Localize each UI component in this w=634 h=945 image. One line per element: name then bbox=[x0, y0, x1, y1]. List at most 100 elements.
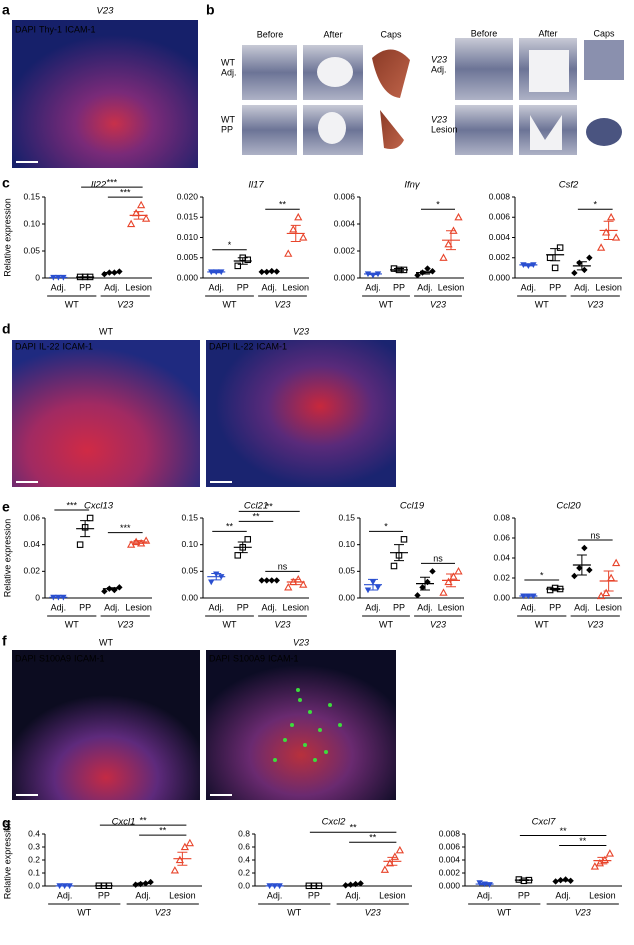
group-label: V23 bbox=[365, 907, 381, 917]
stain-label: S100A9 bbox=[233, 653, 265, 663]
x-tick-label: PP bbox=[393, 602, 405, 612]
data-point bbox=[546, 254, 554, 262]
data-point bbox=[606, 573, 616, 582]
significance-label: ** bbox=[369, 833, 377, 843]
data-point bbox=[364, 587, 372, 594]
data-point bbox=[357, 880, 364, 887]
y-tick-label: 0.002 bbox=[334, 245, 356, 255]
significance-label: ** bbox=[266, 502, 274, 512]
x-tick-label: Adj. bbox=[555, 890, 571, 900]
data-point bbox=[390, 562, 398, 570]
x-tick-label: PP bbox=[518, 890, 530, 900]
chart-title: Cxcl2 bbox=[322, 817, 346, 828]
data-point bbox=[61, 883, 68, 890]
data-point bbox=[284, 249, 293, 257]
data-point bbox=[284, 583, 293, 591]
error-bar bbox=[603, 220, 614, 241]
significance-label: * bbox=[228, 240, 232, 250]
x-tick-label: PP bbox=[393, 282, 405, 292]
y-tick-label: 0.000 bbox=[177, 272, 199, 282]
data-point bbox=[268, 267, 275, 275]
histology-images bbox=[242, 38, 624, 155]
data-point bbox=[111, 269, 118, 276]
row-label: WT bbox=[221, 57, 235, 67]
y-tick-label: 0.08 bbox=[493, 512, 510, 522]
data-point bbox=[276, 883, 283, 890]
data-point bbox=[449, 226, 458, 234]
image-title: V23 bbox=[97, 6, 115, 17]
y-tick-label: 0.010 bbox=[177, 232, 199, 242]
data-point bbox=[576, 564, 583, 572]
data-point bbox=[596, 243, 606, 251]
group-label: V23 bbox=[117, 619, 133, 629]
data-point bbox=[299, 580, 308, 588]
y-tick-label: 0.004 bbox=[334, 218, 356, 228]
data-point bbox=[444, 577, 453, 586]
data-point bbox=[369, 272, 377, 279]
x-tick-label: Lesion bbox=[589, 890, 616, 900]
y-tick-label: 0.000 bbox=[489, 272, 511, 282]
data-point bbox=[525, 593, 532, 600]
x-tick-label: Adj. bbox=[261, 602, 277, 612]
data-point bbox=[601, 228, 611, 236]
data-point bbox=[136, 200, 146, 209]
data-point bbox=[530, 262, 537, 269]
data-point bbox=[213, 571, 220, 578]
x-tick-label: Adj. bbox=[574, 602, 590, 612]
y-tick-label: 0.04 bbox=[23, 539, 40, 549]
data-point bbox=[218, 269, 225, 276]
y-tick-label: 0 bbox=[35, 272, 40, 282]
group-label: WT bbox=[65, 619, 79, 629]
data-point bbox=[105, 882, 113, 890]
x-tick-label: Lesion bbox=[595, 282, 622, 292]
y-axis-label: Relative expression bbox=[2, 519, 12, 598]
stain-label: ICAM-1 bbox=[74, 653, 105, 663]
data-point bbox=[273, 577, 280, 584]
stain-label: DAPI bbox=[209, 341, 230, 351]
data-point bbox=[429, 268, 436, 275]
data-point bbox=[520, 262, 527, 269]
row-label: WT bbox=[221, 114, 235, 124]
data-point bbox=[263, 577, 270, 584]
data-point bbox=[86, 273, 94, 281]
y-tick-label: 0.02 bbox=[493, 572, 510, 582]
data-point bbox=[454, 567, 463, 575]
y-tick-label: 0.4 bbox=[238, 854, 250, 864]
chart-title: Ccl20 bbox=[556, 501, 581, 512]
x-tick-label: Lesion bbox=[438, 282, 465, 292]
y-tick-label: 0.006 bbox=[439, 841, 461, 851]
group-label: WT bbox=[379, 299, 393, 309]
x-tick-label: Adj. bbox=[521, 282, 537, 292]
chart-title: Il22 bbox=[91, 180, 107, 191]
x-tick-label: Adj. bbox=[51, 282, 67, 292]
data-point bbox=[586, 254, 593, 261]
significance-label: ** bbox=[560, 826, 568, 836]
data-point bbox=[294, 212, 303, 221]
significance-label: * bbox=[384, 522, 388, 532]
stain-label: ICAM-1 bbox=[257, 341, 288, 351]
significance-label: ** bbox=[350, 823, 358, 833]
panel-letter: d bbox=[2, 321, 11, 337]
group-label: WT bbox=[77, 907, 91, 917]
data-point bbox=[395, 552, 403, 559]
data-point bbox=[556, 585, 564, 593]
data-point bbox=[486, 882, 493, 888]
data-point bbox=[208, 579, 215, 586]
data-point bbox=[86, 514, 94, 522]
stain-label: DAPI bbox=[209, 653, 230, 663]
data-point bbox=[137, 880, 144, 888]
x-tick-label: Lesion bbox=[125, 282, 152, 292]
data-point bbox=[439, 588, 448, 596]
stain-label: ICAM-1 bbox=[63, 341, 94, 351]
data-point bbox=[258, 268, 265, 276]
significance-label: ** bbox=[279, 200, 287, 210]
panel-letter: b bbox=[206, 2, 215, 18]
y-tick-label: 0.008 bbox=[439, 828, 461, 838]
data-point bbox=[374, 584, 382, 591]
data-point bbox=[268, 577, 275, 584]
data-point bbox=[271, 883, 278, 890]
significance-label: ** bbox=[140, 815, 148, 825]
data-point bbox=[132, 881, 139, 888]
data-point bbox=[106, 585, 113, 592]
data-point bbox=[208, 269, 215, 276]
